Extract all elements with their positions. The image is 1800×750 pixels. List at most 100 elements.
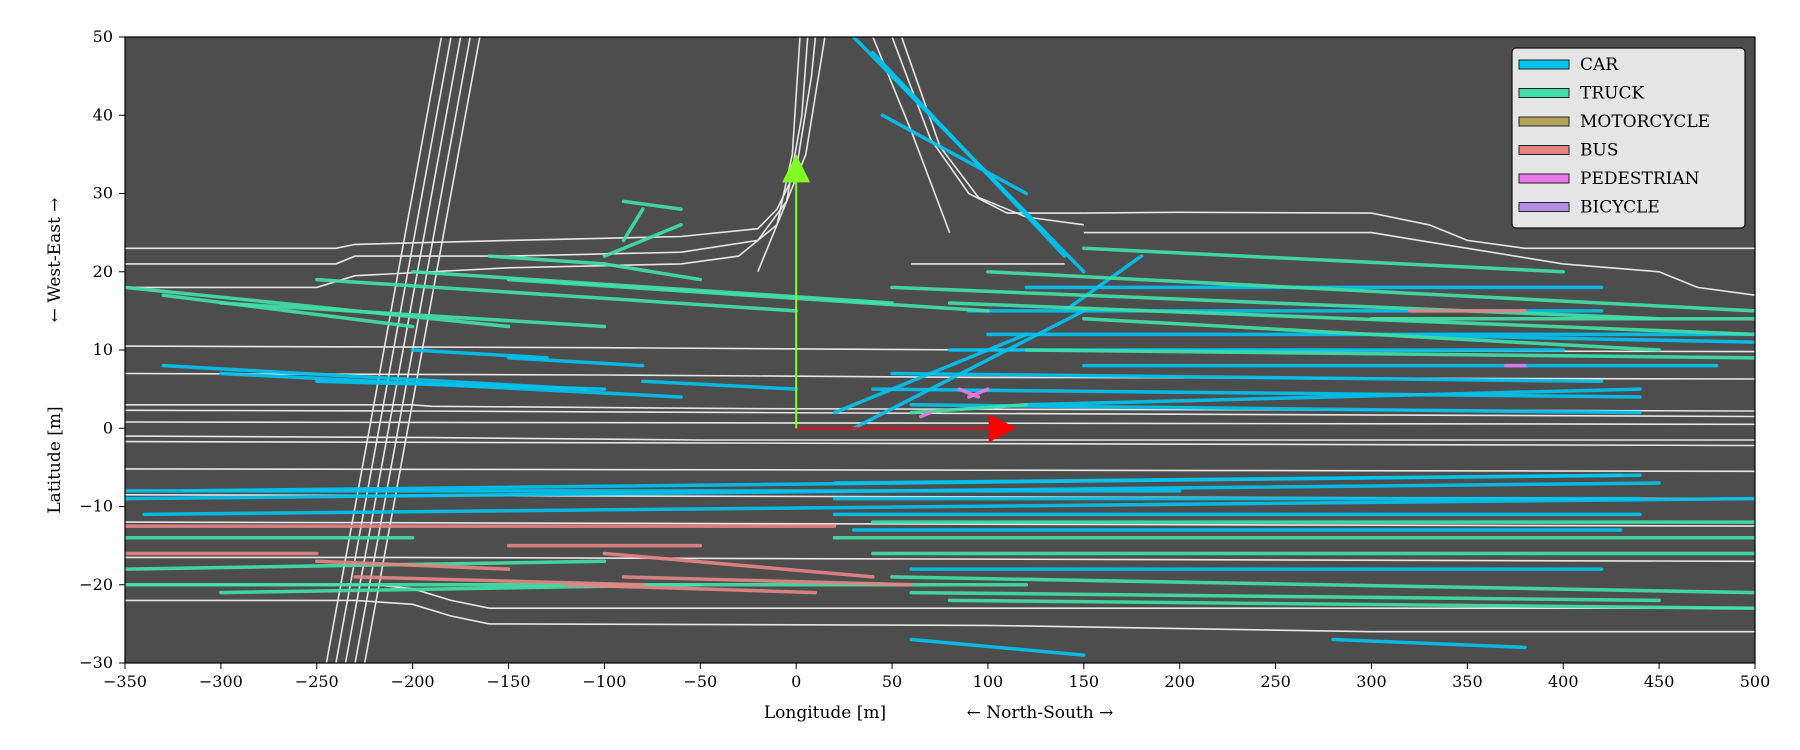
trajectory-pedestrian [919,410,933,419]
trajectory-truck [1082,316,1661,352]
trajectory-car [871,387,1642,399]
legend-item-motorcycle: MOTORCYCLE [1518,112,1710,132]
x-tick-label: −200 [391,672,435,691]
x-tick-label: −150 [487,672,531,691]
y-tick-label: 0 [103,418,113,437]
road-line [125,599,1755,633]
x-tick-label: 0 [791,672,801,691]
y-tick-label: 50 [93,27,113,46]
legend: CAR TRUCK MOTORCYCLE BUS PEDESTRIAN BICYCLE [1511,47,1746,229]
legend-label: TRUCK [1580,84,1644,104]
series-car [125,37,1755,657]
y-axis-label: Latitude [m] [45,406,65,513]
trajectory-car [890,371,1604,384]
road-line [125,468,1755,473]
trajectory-truck [621,199,683,211]
series-truck [125,199,1755,610]
trajectory-truck [506,277,990,313]
trajectory-car [410,348,549,360]
trajectory-bus [564,583,818,595]
trajectory-pedestrian [957,387,981,399]
road-line [125,521,1755,527]
y-tick-label: −10 [79,497,113,516]
trajectory-truck [890,575,1755,595]
x-tick-label: 250 [1260,672,1291,691]
y-tick-label: 20 [93,262,113,281]
trajectory-car [851,309,1086,430]
road-lines [125,37,1755,663]
trajectory-car [880,113,1029,196]
road-line [125,435,1755,441]
trajectory-truck [219,301,607,329]
y-tick-label: 30 [93,184,113,203]
trajectory-truck [1082,246,1565,274]
road-line [335,37,452,663]
trajectory-car [315,379,607,391]
road-line [125,37,809,265]
road-line [125,440,1755,447]
x-tick-label: −350 [103,672,147,691]
trajectory-truck [125,285,511,329]
y-axis-label-direction: ← West-East → [45,198,65,323]
road-line [1083,231,1755,296]
x-tick-label: 350 [1452,672,1483,691]
x-axis-label: Longitude [m] [764,703,886,723]
x-axis: −350 −300 −250 −200 −150 −100 −50 0 50 100 150 200 2… [103,663,1770,691]
road-line [325,37,443,663]
x-tick-label: 300 [1356,672,1387,691]
direction-arrows [782,154,1017,443]
trajectory-truck [487,254,607,266]
series-bus [125,309,1527,595]
legend-item-truck: TRUCK [1518,84,1644,104]
trajectory-bus [315,559,511,571]
road-line [125,409,1755,418]
road-line [125,404,1755,412]
legend-item-car: CAR [1518,55,1619,75]
legend-label: MOTORCYCLE [1580,112,1710,132]
legend-label: CAR [1580,55,1619,75]
trajectory-truck [621,207,645,243]
road-line [125,37,817,250]
y-tick-label: −20 [79,575,113,594]
legend-item-bicycle: BICYCLE [1518,198,1660,218]
trajectory-truck [602,223,683,258]
legend-label: BICYCLE [1580,198,1660,218]
trajectory-truck [909,590,1661,603]
y-tick-label: 40 [93,105,113,124]
trajectory-truck [1024,348,1755,360]
road-line [757,37,826,273]
trajectory-bus [621,575,913,587]
legend-item-pedestrian: PEDESTRIAN [1518,169,1700,189]
trajectory-car [1331,637,1527,650]
trajectory-car [506,356,645,368]
trajectory-truck [315,277,798,313]
trajectory-truck [602,262,703,282]
legend-label: PEDESTRIAN [1580,169,1700,189]
x-tick-label: 100 [973,672,1004,691]
trajectory-bus [353,575,645,587]
road-line [1083,211,1755,250]
road-line [125,421,1755,426]
trajectory-car [909,637,1086,657]
x-direction-arrow [796,414,1017,443]
y-axis: −30 −20 −10 0 10 20 30 40 50 [79,27,125,672]
x-tick-label: 450 [1644,672,1675,691]
trajectory-car [142,496,1755,517]
x-tick-label: 50 [882,672,902,691]
x-tick-label: −250 [295,672,339,691]
x-tick-label: 500 [1740,672,1771,691]
series-pedestrian [919,363,1527,419]
y-tick-label: −30 [79,653,113,672]
x-tick-label: 200 [1164,672,1195,691]
trajectory-car [1062,254,1144,313]
trajectory-car [641,379,798,391]
x-tick-label: 400 [1548,672,1579,691]
trajectory-truck [947,598,1755,610]
y-direction-arrow [782,154,811,429]
x-tick-label: −300 [199,672,243,691]
legend-label: BUS [1580,141,1618,161]
trajectory-bus [602,551,875,579]
x-tick-label: −50 [683,672,717,691]
trajectory-truck [125,559,607,571]
